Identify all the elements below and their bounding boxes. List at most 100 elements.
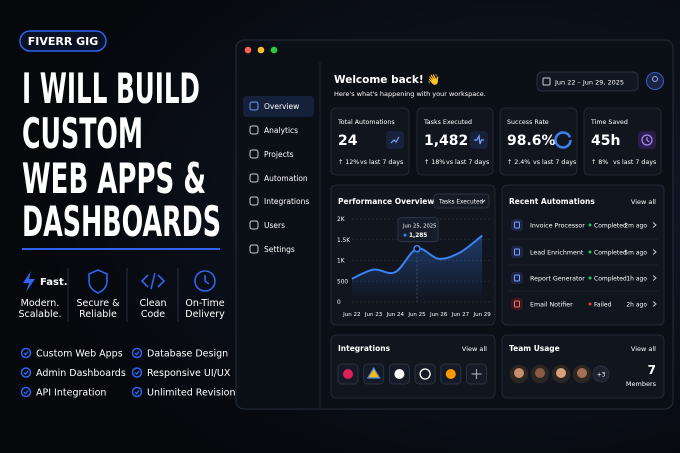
stat-ring (554, 131, 572, 149)
row-icon-inner (514, 221, 520, 229)
check-icon (131, 386, 143, 398)
integrations-title: Integrations (338, 344, 391, 353)
stat-icon-box (386, 131, 404, 149)
stat-period: vs last 7 days (360, 159, 403, 166)
stat-card (499, 107, 578, 176)
nav-item[interactable]: Users (264, 221, 285, 230)
add-icon (471, 369, 482, 379)
avatar-head (652, 76, 658, 82)
headline-line: WEB APPS & (22, 154, 206, 203)
date-range[interactable]: Jun 22 – Jun 29, 2025 (554, 79, 624, 87)
y-tick-label: 500 (337, 279, 348, 285)
nav-icon (249, 173, 259, 183)
status-dot (588, 250, 592, 254)
stat-value: 24 (338, 133, 358, 149)
stat-icon (390, 136, 400, 144)
view-all-link[interactable]: View all (631, 345, 656, 353)
stat-icon (474, 133, 484, 145)
row-chevron (652, 249, 657, 255)
stat-label: Total Automations (337, 119, 395, 126)
tooltip-box (397, 217, 439, 243)
x-tick-label: Jun 29 (472, 312, 491, 318)
y-tick-label: 1K (337, 259, 345, 265)
calendar-icon (542, 77, 551, 86)
integration-logo (419, 368, 431, 380)
x-tick-label: Jun 24 (386, 312, 405, 318)
row-icon (511, 246, 523, 258)
badge-frame (19, 30, 107, 52)
x-tick-label: Jun 22 (342, 312, 360, 318)
feature-text: Scalable. (18, 309, 61, 320)
check-mark (23, 389, 29, 395)
check-mark (134, 370, 140, 376)
metric-text[interactable]: Tasks Executed (438, 200, 484, 206)
x-tick-label: Jun 27 (451, 312, 470, 318)
integration-logo (394, 369, 405, 379)
member-face (535, 368, 545, 378)
nav-item[interactable]: Integrations (264, 197, 309, 206)
feature-text: Secure & (76, 298, 120, 309)
feature-text: Code (141, 309, 165, 320)
recent-card (501, 184, 665, 326)
row-name: Invoice Processor (530, 223, 585, 230)
more-badge (592, 365, 610, 383)
nav-item[interactable]: Settings (264, 245, 295, 254)
y-tick-label: 2K (337, 217, 345, 223)
row-icon (511, 272, 523, 284)
stat-change: ↑ 8% (591, 159, 608, 166)
status-dot (588, 276, 592, 280)
check-mark (23, 370, 29, 376)
check-mark (23, 350, 29, 356)
member-face (577, 368, 587, 378)
stat-period: vs last 7 days (533, 159, 576, 166)
stat-card (330, 107, 410, 176)
more-count: +3 (597, 372, 606, 379)
icon-clock-hands (204, 275, 210, 285)
icon-code (140, 272, 166, 290)
x-tick-label: Jun 25 (407, 312, 426, 318)
integration-tile[interactable] (414, 363, 436, 385)
row-icon-inner (514, 274, 520, 282)
nav-icon (249, 196, 259, 206)
stat-card (416, 107, 494, 176)
stat-period: vs last 7 days (613, 159, 656, 166)
view-all-link[interactable]: View all (462, 345, 487, 353)
feature-text: Modern. (21, 298, 60, 309)
nav-item[interactable]: Automation (264, 174, 308, 183)
tooltip-value: 1,285 (409, 233, 427, 239)
window-dot (244, 46, 252, 54)
row-icon (511, 219, 523, 231)
check-text: Database Design (147, 349, 228, 360)
nav-icon (249, 244, 259, 254)
date-pill[interactable] (536, 71, 639, 92)
stat-icon (646, 137, 650, 143)
stat-value: 1,482 (424, 133, 468, 149)
feature-title: Fast. (40, 277, 68, 288)
row-name: Email Notifier (530, 302, 573, 309)
stat-change: ↑ 12% (338, 159, 359, 166)
stat-value: 98.6% (507, 133, 556, 149)
metric-dropdown[interactable] (433, 193, 490, 209)
point-marker (413, 244, 421, 253)
nav-item[interactable]: Analytics (264, 126, 298, 135)
nav-active (243, 96, 314, 117)
x-tick-label: Jun 26 (429, 312, 448, 318)
row-icon-inner (514, 300, 520, 308)
x-tick-label: Jun 23 (364, 312, 383, 318)
nav-item[interactable]: Projects (264, 150, 294, 159)
row-time: 2m ago (624, 223, 647, 230)
check-icon (20, 347, 32, 359)
stat-change: ↑ 2.4% (507, 159, 530, 166)
member-label: Members (626, 380, 657, 388)
feature-text: Clean (140, 298, 167, 309)
view-all-link[interactable]: View all (631, 198, 656, 206)
row-icon (511, 298, 523, 310)
recent-title: Recent Automations (509, 197, 595, 206)
member-face (514, 368, 524, 378)
check-icon (20, 386, 32, 398)
check-text: Admin Dashboards (36, 368, 126, 379)
check-text: Unlimited Revisions (147, 388, 240, 399)
check-text: Custom Web Apps (36, 349, 123, 360)
nav-item[interactable]: Overview (264, 102, 299, 111)
